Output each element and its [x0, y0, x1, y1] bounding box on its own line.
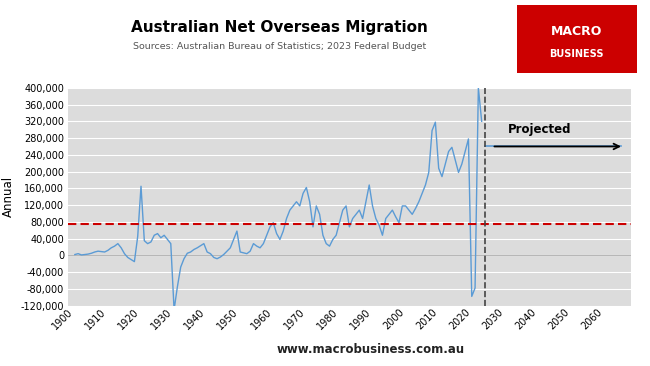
Text: MACRO: MACRO: [551, 25, 603, 38]
Text: BUSINESS: BUSINESS: [550, 49, 604, 59]
Text: www.macrobusiness.com.au: www.macrobusiness.com.au: [276, 343, 465, 356]
Text: Projected: Projected: [508, 123, 571, 136]
Text: Australian Net Overseas Migration: Australian Net Overseas Migration: [131, 20, 428, 35]
Text: Sources: Australian Bureau of Statistics; 2023 Federal Budget: Sources: Australian Bureau of Statistics…: [133, 42, 426, 51]
Y-axis label: Annual: Annual: [2, 176, 15, 217]
Legend: NOM, Average NOM (1901 to 2018): NOM, Average NOM (1901 to 2018): [125, 365, 405, 366]
